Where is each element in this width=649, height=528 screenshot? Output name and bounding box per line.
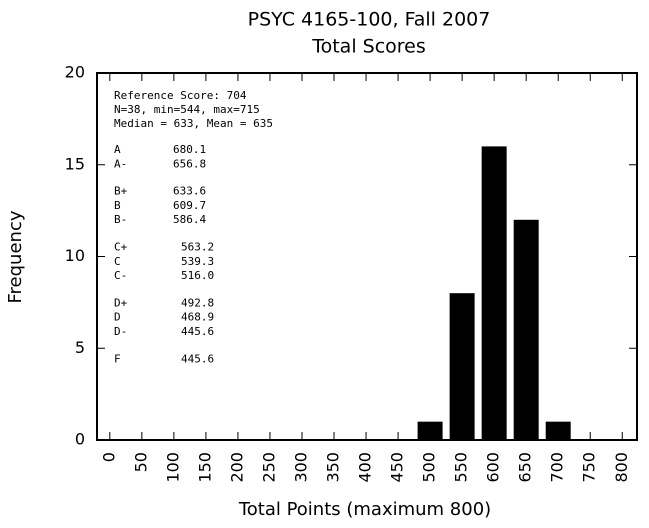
grade-label: D+ [114,296,128,309]
grade-cutoff: 468.9 [181,311,214,324]
bar [417,421,443,440]
grade-cutoff: 539.3 [181,255,214,268]
grade-label: B+ [114,185,128,198]
bar [545,421,571,440]
x-tick-label: 650 [516,452,535,483]
grade-cutoff: 609.7 [173,199,206,212]
grade-cutoff: 656.8 [173,157,206,170]
chart-subtitle: Total Scores [311,36,426,58]
bar [449,293,475,440]
grade-label: B [114,199,121,212]
y-axis-label: Frequency [5,210,26,303]
grade-label: A [114,143,121,156]
grade-cutoff: 492.8 [181,296,214,309]
grade-label: B- [114,213,127,226]
x-tick-label: 0 [99,452,118,462]
annotation: Reference Score: 704 [114,89,247,102]
grade-label: C+ [114,241,128,254]
x-tick-label: 500 [420,452,439,483]
y-tick-label: 15 [65,154,85,173]
grade-cutoff: 445.6 [181,352,214,365]
y-tick-label: 5 [75,338,85,357]
x-tick-label: 750 [580,452,599,483]
grade-cutoff: 563.2 [181,241,214,254]
x-tick-label: 200 [227,452,246,483]
grade-cutoff: 680.1 [173,143,206,156]
x-tick-label: 300 [291,452,310,483]
x-tick-label: 400 [356,452,375,483]
x-tick-label: 800 [612,452,631,483]
grade-cutoff: 516.0 [181,269,214,282]
x-tick-label: 450 [388,452,407,483]
x-tick-label: 600 [484,452,503,483]
bar [513,219,539,440]
x-tick-label: 100 [163,452,182,483]
x-tick-label: 550 [452,452,471,483]
grade-cutoff: 586.4 [173,213,206,226]
x-tick-label: 350 [324,452,343,483]
annotation: N=38, min=544, max=715 [114,103,260,116]
grade-label: D- [114,325,127,338]
grade-label: D [114,311,121,324]
chart-title: PSYC 4165-100, Fall 2007 [248,9,491,31]
x-tick-label: 250 [259,452,278,483]
x-axis-label: Total Points (maximum 800) [238,499,491,520]
grade-label: A- [114,157,127,170]
grade-label: C [114,255,121,268]
y-tick-label: 0 [75,430,85,449]
grade-label: C- [114,269,127,282]
y-tick-label: 10 [65,246,85,265]
bar [481,146,507,440]
grade-label: F [114,352,121,365]
grade-cutoff: 633.6 [173,185,206,198]
y-tick-label: 20 [65,63,85,82]
x-tick-label: 700 [548,452,567,483]
x-tick-label: 150 [195,452,214,483]
x-tick-label: 50 [131,452,150,472]
grade-cutoff: 445.6 [181,325,214,338]
annotation: Median = 633, Mean = 635 [114,117,273,130]
